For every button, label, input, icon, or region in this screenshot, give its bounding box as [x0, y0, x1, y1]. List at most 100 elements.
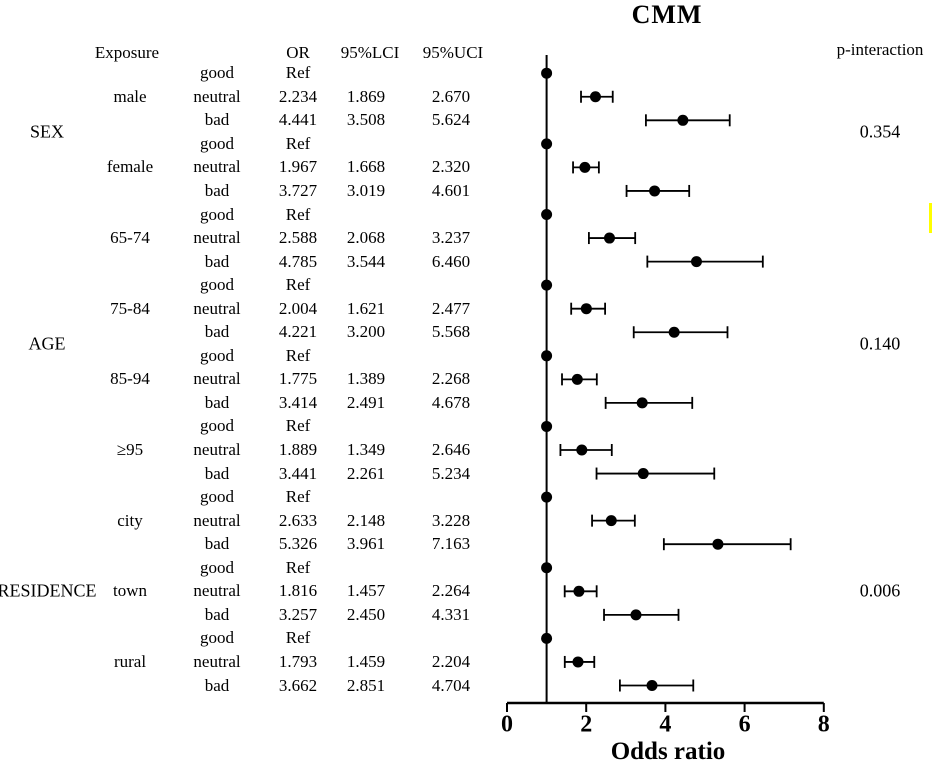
subgroup-label: 65-74 [110, 228, 150, 248]
or-point [541, 632, 553, 644]
category-label: neutral [193, 369, 241, 389]
lci-value: 3.019 [346, 180, 386, 200]
or-point [541, 138, 553, 150]
uci-value: 6.460 [431, 251, 471, 271]
x-tick-label: 4 [659, 711, 672, 738]
category-label: bad [204, 392, 230, 412]
or-value: Ref [285, 628, 311, 648]
or-value: 3.727 [278, 180, 318, 200]
or-value: 2.588 [278, 228, 318, 248]
category-label: bad [204, 463, 230, 483]
column-header-p-interaction: p-interaction [836, 40, 924, 59]
or-point [649, 185, 661, 197]
or-point [677, 114, 689, 126]
uci-value: 5.624 [431, 110, 471, 130]
or-value: Ref [285, 204, 311, 224]
or-point [580, 303, 592, 315]
or-value: 1.816 [278, 581, 318, 601]
or-value: 2.234 [278, 86, 318, 106]
group-label: SEX [29, 121, 65, 142]
category-label: neutral [193, 298, 241, 318]
subgroup-label: 85-94 [110, 369, 150, 389]
category-label: neutral [193, 440, 241, 459]
category-label: bad [204, 251, 230, 271]
or-value: Ref [285, 63, 311, 83]
or-value: 4.785 [278, 251, 318, 271]
uci-value: 2.268 [431, 369, 471, 389]
or-point [630, 609, 642, 621]
or-point [541, 209, 553, 220]
or-point [571, 373, 583, 385]
or-point [589, 91, 601, 103]
yellow-highlight-mark [929, 203, 932, 233]
category-label: good [200, 487, 234, 507]
category-label: neutral [193, 228, 241, 248]
x-tick-label: 8 [817, 711, 830, 738]
or-value: 4.441 [278, 110, 318, 130]
lci-value: 2.261 [346, 463, 386, 483]
column-header-95uci: 95%UCI [422, 43, 484, 62]
subgroup-label: female [106, 157, 154, 177]
uci-value: 4.678 [431, 392, 471, 412]
category-label: good [200, 345, 234, 365]
lci-value: 3.544 [346, 251, 386, 271]
uci-value: 7.163 [431, 534, 471, 554]
x-axis-label: Odds ratio [610, 738, 726, 765]
lci-value: 1.349 [346, 440, 386, 459]
category-label: bad [204, 534, 230, 554]
category-label: neutral [193, 510, 241, 530]
or-value: 1.775 [278, 369, 318, 389]
or-value: 2.004 [278, 298, 318, 318]
or-point [572, 656, 584, 668]
lci-value: 3.508 [346, 110, 386, 130]
p-interaction-value: 0.354 [859, 121, 901, 142]
chart-title: CMM [631, 0, 703, 29]
lci-value: 2.851 [346, 675, 386, 695]
or-point [541, 491, 553, 503]
or-value: 3.257 [278, 604, 318, 624]
uci-value: 2.204 [431, 651, 471, 671]
lci-value: 1.668 [346, 157, 386, 177]
lci-value: 2.148 [346, 510, 386, 530]
or-value: 1.967 [278, 157, 318, 177]
or-point [637, 468, 649, 480]
category-label: bad [204, 322, 230, 342]
p-interaction-value: 0.140 [859, 333, 901, 354]
x-tick-label: 0 [501, 711, 513, 738]
lci-value: 2.068 [346, 228, 386, 248]
category-label: good [200, 275, 234, 295]
p-interaction-value: 0.006 [859, 580, 901, 601]
lci-value: 1.457 [346, 581, 386, 601]
or-value: Ref [285, 416, 311, 436]
or-point [646, 680, 658, 691]
lci-value: 2.450 [346, 604, 386, 624]
or-value: 3.441 [278, 463, 318, 483]
uci-value: 2.670 [431, 86, 471, 106]
uci-value: 5.234 [431, 463, 471, 483]
group-label: RESIDENCE [0, 580, 97, 601]
category-label: neutral [193, 86, 241, 106]
subgroup-label: male [113, 86, 147, 106]
group-label: AGE [28, 333, 66, 354]
subgroup-label: town [113, 581, 147, 601]
category-label: bad [204, 180, 230, 200]
or-point [668, 326, 680, 338]
or-point [576, 444, 588, 456]
uci-value: 2.264 [431, 581, 471, 601]
or-value: 1.793 [278, 651, 318, 671]
or-value: 5.326 [278, 534, 318, 554]
category-label: bad [204, 675, 230, 695]
subgroup-label: 75-84 [110, 298, 150, 318]
uci-value: 2.320 [431, 157, 471, 177]
uci-value: 4.704 [431, 675, 471, 695]
lci-value: 3.200 [346, 322, 386, 342]
or-point [690, 256, 702, 268]
or-point [579, 161, 591, 173]
or-point [573, 585, 585, 597]
or-point [541, 67, 553, 79]
category-label: good [200, 133, 234, 153]
or-value: 1.889 [278, 440, 318, 459]
or-value: Ref [285, 275, 311, 295]
category-label: good [200, 628, 234, 648]
subgroup-label: ≥95 [116, 440, 144, 459]
